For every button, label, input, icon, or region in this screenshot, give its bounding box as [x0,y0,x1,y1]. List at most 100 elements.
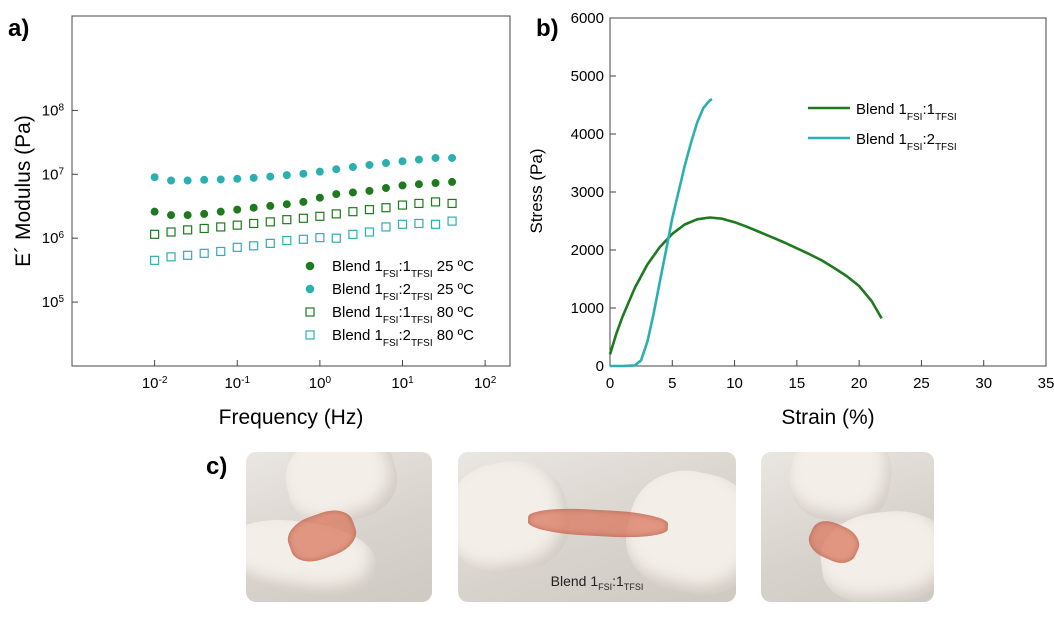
y-axis-a: 105 106 107 108 [42,102,78,311]
y-tick-label-a: 106 [42,230,65,248]
legend-label-a: Blend 1FSI:2TFSI 80 ºC [332,327,474,349]
legend-label-a: Blend 1FSI:2TFSI 25 ºC [332,281,474,303]
plot-frame-a [71,15,511,367]
data-markers-a [150,153,457,265]
data-point-a [282,235,292,246]
data-point-a [414,198,424,209]
data-point-a [265,217,275,227]
x-axis-b: 0 5 10 15 20 25 30 35 [606,360,1054,392]
data-point-a [166,210,176,220]
data-point-a [447,216,457,226]
data-point-a [249,203,259,213]
data-point-a [430,178,441,188]
data-point-a [364,205,375,215]
y-tick-label-b: 3000 [571,184,604,201]
data-point-a [150,229,160,239]
data-point-a [397,156,408,166]
x-tick-label-b: 15 [789,375,806,392]
legend-marker-a [305,330,315,340]
y-axis-title-b: Stress (Pa) [527,148,546,233]
data-point-a [331,189,341,199]
data-point-a [298,197,308,207]
data-point-a [315,211,325,221]
data-point-a [166,252,176,262]
x-tick-label-b: 30 [975,375,992,392]
data-point-a [199,248,209,258]
x-tick-label-a: 102 [474,375,497,393]
x-tick-label-b: 35 [1038,375,1054,392]
panel-b-stress-strain-chart: b) 0 1000 2000 3000 4000 5000 6000 0 5 10 15 20 25 3… [527,10,1054,429]
data-point-a [364,186,375,196]
panel-label-c: c) [206,453,227,480]
panel-label-a: a) [8,15,29,42]
y-tick-label-b: 4000 [571,126,604,143]
data-point-a [166,227,176,237]
data-point-a [150,255,160,265]
data-point-a [430,197,441,207]
x-axis-title-b: Strain (%) [781,406,874,429]
data-point-a [348,162,358,172]
data-point-a [331,164,341,174]
legend-marker-a [305,261,315,271]
data-point-a [331,209,341,219]
data-point-a [216,207,226,217]
x-tick-label-a: 100 [309,375,332,393]
data-point-a [364,227,375,237]
data-point-a [282,170,292,180]
data-point-a [414,154,424,165]
data-point-a [232,205,242,215]
data-point-a [315,233,325,243]
data-point-a [447,177,457,187]
y-tick-label-b: 6000 [571,10,604,27]
legend-label-b: Blend 1FSI:1TFSI [856,101,957,123]
data-point-a [249,173,259,183]
series-line-b [608,216,883,355]
data-point-a [199,223,209,234]
x-tick-label-a: 101 [391,375,414,393]
x-tick-label-a: 10-2 [142,375,168,393]
x-tick-label-b: 25 [913,375,930,392]
legend-label-a: Blend 1FSI:1TFSI 25 ºC [332,258,474,280]
data-point-a [183,250,193,260]
data-point-a [430,153,441,163]
x-tick-label-b: 20 [851,375,868,392]
data-point-a [397,200,408,210]
x-tick-label-b: 5 [668,375,676,392]
data-point-a [331,233,341,243]
photo-film-rolled [761,452,934,602]
data-point-a [298,169,308,179]
legend-label-b: Blend 1FSI:2TFSI [856,131,957,153]
y-tick-label-b: 1000 [571,300,604,317]
data-point-a [381,222,391,232]
data-point-a [232,174,242,184]
series-line-b [610,98,713,368]
panel-label-b: b) [536,15,559,42]
data-point-a [232,220,242,230]
data-point-a [364,160,375,170]
data-point-a [381,203,391,213]
data-point-a [216,174,226,185]
x-tick-label-b: 10 [726,375,743,392]
data-point-a [348,229,358,239]
y-tick-label-a: 108 [42,102,65,120]
data-point-a [183,175,193,186]
x-tick-label-b: 0 [606,375,614,392]
data-point-a [216,246,226,257]
data-point-a [265,172,275,182]
y-tick-label-b: 0 [596,358,604,375]
y-tick-label-a: 105 [42,294,65,312]
data-point-a [315,193,325,203]
photo-film-folded [246,452,432,602]
data-point-a [397,180,408,191]
data-point-a [199,175,209,185]
data-point-a [150,207,160,217]
data-point-a [216,222,226,232]
plot-frame-b [609,17,1047,367]
legend-marker-a [305,284,315,294]
data-point-a [265,238,275,248]
data-point-a [414,179,424,189]
legend-label-a: Blend 1FSI:1TFSI 80 ºC [332,304,474,326]
panel-a-modulus-chart: a) 105 106 107 108 10-2 10-1 100 101 102 Blend … [8,15,511,429]
